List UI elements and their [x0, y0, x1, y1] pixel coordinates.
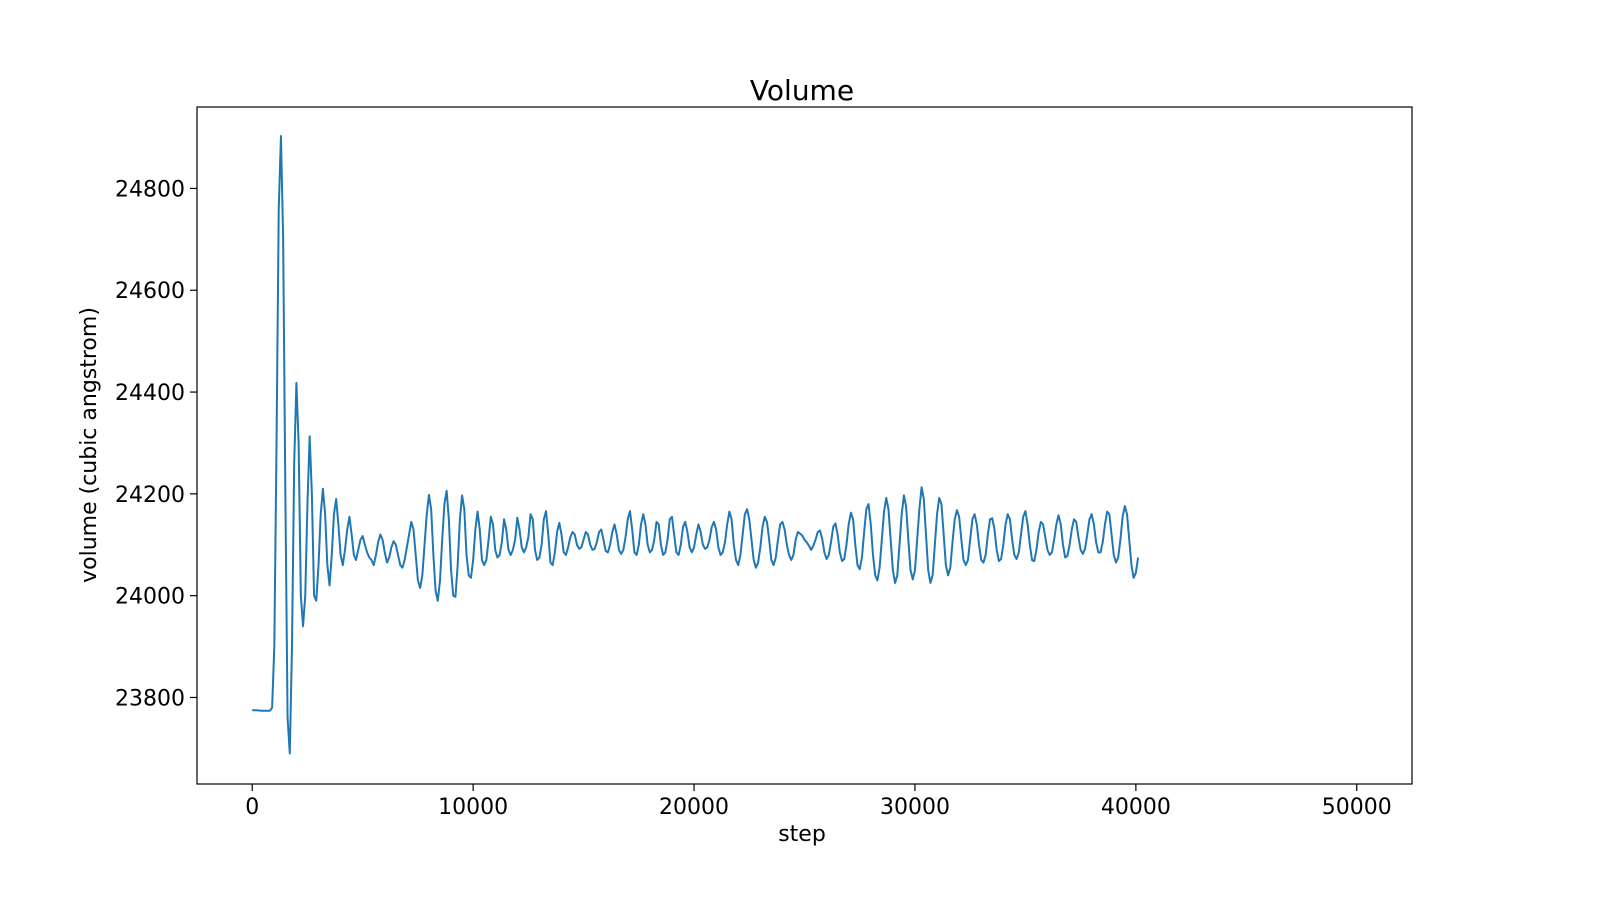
x-tick-label: 50000	[1322, 795, 1392, 820]
y-tick-label: 24400	[115, 381, 185, 406]
y-tick-label: 23800	[115, 686, 185, 711]
x-tick-label: 40000	[1101, 795, 1171, 820]
x-tick-label: 10000	[438, 795, 508, 820]
y-axis-label: volume (cubic angstrom)	[77, 307, 102, 583]
x-axis-label: step	[778, 822, 826, 847]
x-axis: 0 10000 20000 30000 40000 50000	[245, 784, 1392, 820]
chart-title: Volume	[750, 74, 854, 107]
plot-area	[252, 135, 1140, 755]
y-tick-label: 24200	[115, 483, 185, 508]
y-axis: 23800 24000 24200 24400 24600 24800	[115, 177, 197, 711]
x-tick-label: 0	[245, 795, 259, 820]
y-tick-label: 24000	[115, 585, 185, 610]
plot-frame	[196, 106, 1413, 785]
y-tick-label: 24600	[115, 279, 185, 304]
y-tick-label: 24800	[115, 177, 185, 202]
x-tick-label: 30000	[880, 795, 950, 820]
series-line-volume	[252, 135, 1140, 755]
x-tick-label: 20000	[659, 795, 729, 820]
